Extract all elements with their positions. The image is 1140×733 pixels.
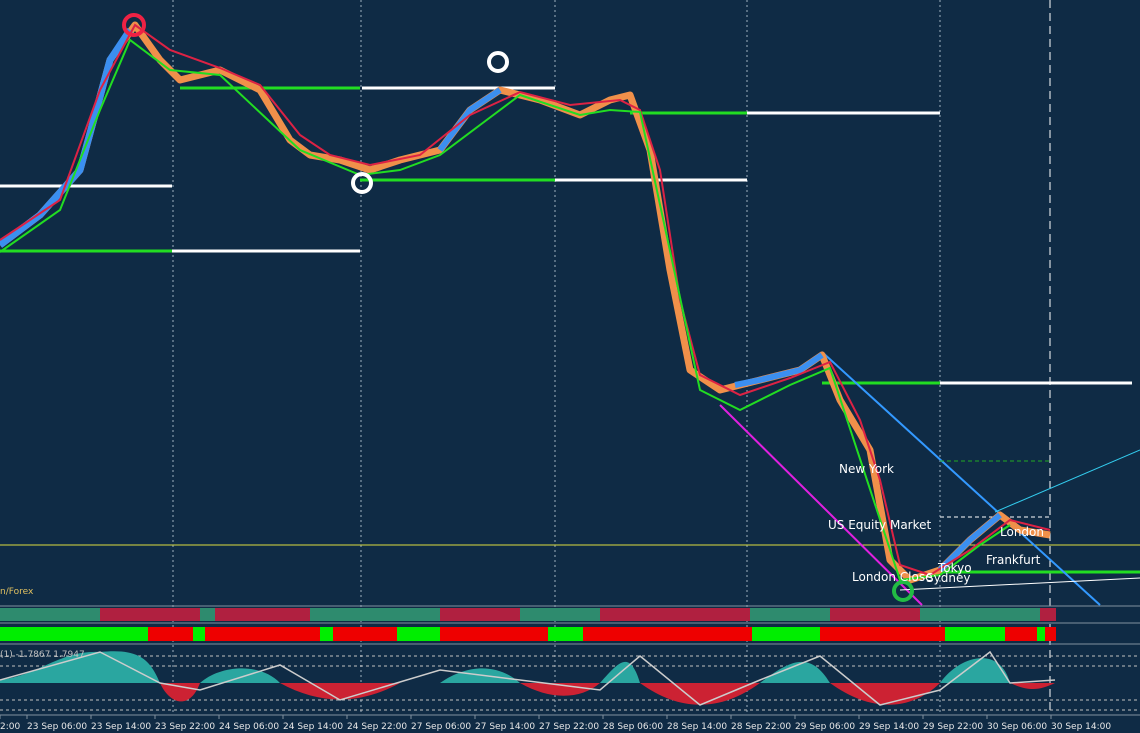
strip-block: [548, 627, 583, 641]
strip-block: [440, 608, 520, 621]
x-tick-label: 24 Sep 22:00: [347, 722, 407, 732]
strip-block: [205, 627, 320, 641]
strip-block: [945, 627, 1005, 641]
session-label: London Close: [852, 570, 933, 584]
session-label: New York: [839, 462, 894, 476]
x-tick-label: 28 Sep 06:00: [603, 722, 663, 732]
oscillator-positive: [0, 651, 1010, 683]
corner-label: n/Forex: [0, 587, 34, 597]
trend-line: [821, 351, 1101, 606]
strip-block: [215, 608, 310, 621]
session-label: Frankfurt: [986, 553, 1041, 567]
x-tick-label: 28 Sep 14:00: [667, 722, 727, 732]
x-tick-label: 2:00: [0, 722, 20, 732]
price-candles-up: [0, 28, 133, 248]
x-tick-label: 27 Sep 14:00: [475, 722, 535, 732]
indicator-label: (1) -1.7867 1.7947: [0, 650, 85, 660]
moving-average: [0, 38, 1011, 582]
period-separators: [172, 0, 941, 713]
trend-line: [719, 404, 923, 606]
strip-block: [200, 608, 215, 621]
strip-block: [600, 608, 750, 621]
price-candles-up: [937, 512, 1002, 573]
strip-block: [320, 627, 333, 641]
trend-strip: [0, 627, 1056, 641]
session-label: Sydney: [926, 571, 970, 585]
price-candles-up: [734, 352, 824, 388]
x-tick-label: 30 Sep 14:00: [1051, 722, 1111, 732]
x-tick-label: 29 Sep 22:00: [923, 722, 983, 732]
strip-block: [397, 627, 440, 641]
strip-block: [1005, 627, 1037, 641]
strip-block: [1040, 608, 1056, 621]
x-tick-label: 23 Sep 06:00: [27, 722, 87, 732]
session-label: London: [1000, 525, 1044, 539]
x-tick-label: 29 Sep 06:00: [795, 722, 855, 732]
x-tick-label: 24 Sep 14:00: [283, 722, 343, 732]
strip-block: [920, 608, 1040, 621]
strip-block: [520, 608, 600, 621]
x-axis: 2:00 23 Sep 06:00 23 Sep 14:00 23 Sep 22:00…: [0, 715, 1111, 732]
strip-block: [0, 627, 148, 641]
x-tick-label: 27 Sep 22:00: [539, 722, 599, 732]
strip-block: [752, 627, 820, 641]
signal-strip: [0, 608, 1056, 621]
oscillator-negative: [160, 683, 1055, 705]
x-tick-label: 24 Sep 06:00: [219, 722, 279, 732]
strip-block: [1045, 627, 1056, 641]
x-tick-label: 30 Sep 06:00: [987, 722, 1047, 732]
x-tick-label: 23 Sep 14:00: [91, 722, 151, 732]
strip-block: [333, 627, 397, 641]
strip-block: [100, 608, 200, 621]
x-tick-label: 23 Sep 22:00: [155, 722, 215, 732]
strip-block: [750, 608, 830, 621]
strip-block: [310, 608, 440, 621]
trend-line: [899, 577, 1140, 591]
moving-average: [0, 23, 1051, 577]
strip-block: [0, 608, 100, 621]
session-label: Tokyo: [937, 561, 972, 575]
oscillator-line: [0, 650, 1056, 706]
signal-markers: [122, 13, 914, 602]
strip-block: [583, 627, 752, 641]
strip-block: [440, 627, 548, 641]
strip-block: [830, 608, 920, 621]
trend-line: [994, 449, 1140, 513]
strip-block: [1037, 627, 1045, 641]
x-tick-label: 29 Sep 14:00: [859, 722, 919, 732]
level-lines: [0, 86, 1140, 574]
price-candles-up: [437, 87, 502, 152]
session-label: US Equity Market: [828, 518, 932, 532]
strip-block: [193, 627, 205, 641]
strip-block: [820, 627, 945, 641]
x-tick-label: 28 Sep 22:00: [731, 722, 791, 732]
x-tick-label: 27 Sep 06:00: [411, 722, 471, 732]
oscillator-levels: [0, 655, 1140, 711]
strip-block: [148, 627, 193, 641]
